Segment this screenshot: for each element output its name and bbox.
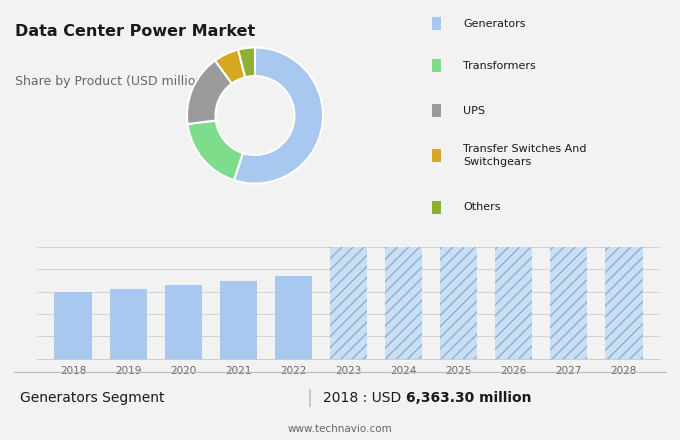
- Text: 2018 : USD: 2018 : USD: [323, 392, 406, 405]
- Bar: [330, 247, 367, 359]
- Bar: [385, 247, 422, 359]
- FancyBboxPatch shape: [432, 104, 441, 117]
- Text: Generators Segment: Generators Segment: [20, 392, 165, 405]
- Wedge shape: [188, 121, 243, 180]
- FancyBboxPatch shape: [432, 17, 441, 30]
- Text: Others: Others: [463, 202, 500, 212]
- Bar: [220, 281, 257, 359]
- FancyBboxPatch shape: [432, 59, 441, 73]
- Text: Generators: Generators: [463, 18, 526, 29]
- Bar: [165, 285, 202, 359]
- Bar: [440, 247, 477, 359]
- Bar: [275, 276, 312, 359]
- Wedge shape: [238, 48, 255, 77]
- Bar: [495, 247, 532, 359]
- Text: Share by Product (USD million): Share by Product (USD million): [15, 75, 208, 88]
- FancyBboxPatch shape: [432, 149, 441, 162]
- Text: Data Center Power Market: Data Center Power Market: [15, 23, 255, 39]
- Wedge shape: [215, 50, 245, 84]
- Text: UPS: UPS: [463, 106, 485, 116]
- Text: Transfer Switches And
Switchgears: Transfer Switches And Switchgears: [463, 144, 586, 167]
- Text: Transformers: Transformers: [463, 61, 536, 71]
- Bar: [605, 247, 643, 359]
- Bar: [109, 289, 147, 359]
- Wedge shape: [234, 48, 323, 183]
- Text: www.technavio.com: www.technavio.com: [288, 424, 392, 434]
- Bar: [550, 247, 588, 359]
- Bar: [54, 292, 92, 359]
- FancyBboxPatch shape: [432, 201, 441, 214]
- Text: |: |: [307, 389, 312, 407]
- Text: 6,363.30 million: 6,363.30 million: [406, 392, 532, 405]
- Wedge shape: [187, 60, 232, 124]
